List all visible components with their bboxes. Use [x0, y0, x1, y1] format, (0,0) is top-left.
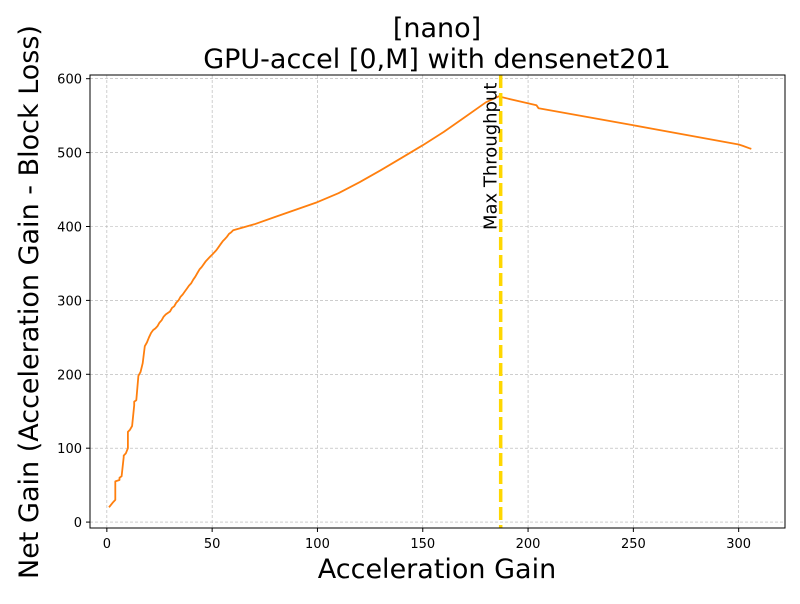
y-tick-label: 0 — [74, 516, 82, 531]
x-tick-label: 300 — [726, 537, 751, 552]
chart-title-line2: GPU-accel [0,M] with densenet201 — [203, 44, 671, 75]
axis-ticks: 0 50 100 150 200 250 300 0 100 200 300 400 500 600 — [57, 73, 751, 552]
annotations: Max Throughput — [481, 75, 503, 528]
y-tick-label: 400 — [57, 220, 82, 235]
y-tick-label: 500 — [57, 147, 82, 162]
y-tick-label: 200 — [57, 368, 82, 383]
chart-title-line1: [nano] — [393, 13, 481, 44]
max-throughput-label: Max Throughput — [481, 83, 502, 231]
x-tick-label: 250 — [621, 537, 646, 552]
y-tick-label: 300 — [57, 294, 82, 309]
x-axis-label: Acceleration Gain — [318, 554, 556, 585]
grid — [90, 75, 785, 528]
y-tick-label: 600 — [57, 73, 82, 88]
plot-frame — [89, 74, 786, 529]
plot-data — [108, 95, 752, 508]
x-tick-label: 200 — [516, 537, 541, 552]
x-tick-label: 0 — [103, 537, 111, 552]
x-tick-label: 50 — [204, 537, 221, 552]
x-tick-label: 150 — [410, 537, 435, 552]
x-tick-label: 100 — [305, 537, 330, 552]
y-tick-label: 100 — [57, 442, 82, 457]
series-line — [108, 95, 752, 508]
y-axis-label: Net Gain (Acceleration Gain - Block Loss… — [14, 25, 45, 579]
